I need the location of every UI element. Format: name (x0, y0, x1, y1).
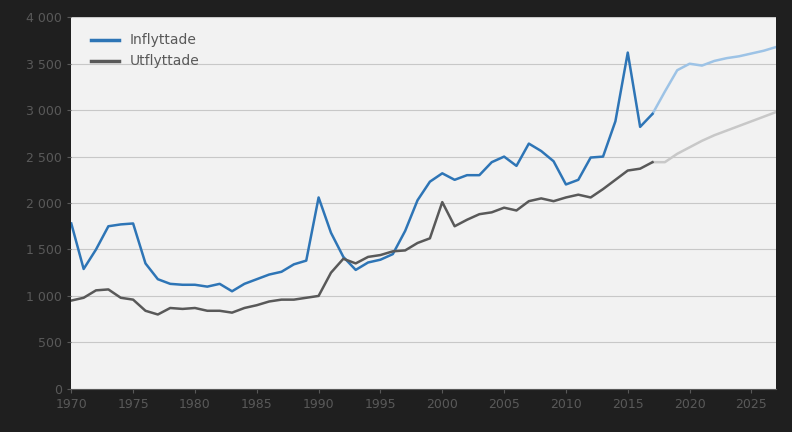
Utflyttade (91, 288, 101, 293)
Inflyttade (104, 224, 113, 229)
Utflyttade (401, 248, 410, 253)
Utflyttade (265, 299, 274, 304)
Utflyttade (128, 297, 138, 302)
Utflyttade (635, 166, 645, 171)
Utflyttade (450, 224, 459, 229)
Inflyttade (549, 159, 558, 164)
Legend: Inflyttade, Utflyttade: Inflyttade, Utflyttade (86, 28, 205, 74)
Inflyttade (79, 267, 89, 272)
Inflyttade (450, 177, 459, 182)
Inflyttade (623, 50, 633, 55)
Utflyttade (289, 297, 299, 302)
Inflyttade (128, 221, 138, 226)
Inflyttade (326, 230, 336, 235)
Utflyttade (326, 270, 336, 275)
Inflyttade (364, 260, 373, 265)
Utflyttade (166, 305, 175, 311)
Utflyttade (549, 199, 558, 204)
Utflyttade (524, 199, 534, 204)
Utflyttade (487, 210, 497, 215)
Inflyttade (425, 179, 435, 184)
Utflyttade (425, 236, 435, 241)
Utflyttade (240, 305, 249, 311)
Utflyttade (203, 308, 212, 313)
Utflyttade (302, 295, 311, 300)
Utflyttade (512, 208, 521, 213)
Utflyttade (562, 195, 571, 200)
Inflyttade (375, 257, 385, 262)
Line: Utflyttade: Utflyttade (71, 162, 653, 314)
Utflyttade (648, 159, 657, 165)
Utflyttade (437, 200, 447, 205)
Inflyttade (648, 111, 657, 117)
Utflyttade (536, 196, 546, 201)
Inflyttade (166, 281, 175, 286)
Utflyttade (116, 295, 125, 300)
Utflyttade (598, 187, 607, 192)
Inflyttade (203, 284, 212, 289)
Inflyttade (116, 222, 125, 227)
Utflyttade (474, 212, 484, 217)
Utflyttade (79, 295, 89, 300)
Utflyttade (375, 252, 385, 257)
Inflyttade (67, 221, 76, 226)
Inflyttade (586, 155, 596, 160)
Inflyttade (499, 154, 508, 159)
Inflyttade (401, 228, 410, 233)
Inflyttade (611, 119, 620, 124)
Line: Inflyttade: Inflyttade (71, 53, 653, 291)
Inflyttade (598, 154, 607, 159)
Inflyttade (512, 163, 521, 168)
Utflyttade (178, 306, 188, 311)
Inflyttade (153, 276, 162, 282)
Inflyttade (339, 254, 348, 260)
Utflyttade (463, 217, 472, 222)
Utflyttade (67, 298, 76, 303)
Inflyttade (474, 172, 484, 178)
Utflyttade (276, 297, 286, 302)
Inflyttade (302, 258, 311, 263)
Utflyttade (104, 287, 113, 292)
Utflyttade (499, 205, 508, 210)
Inflyttade (562, 182, 571, 187)
Utflyttade (623, 168, 633, 173)
Utflyttade (227, 310, 237, 315)
Inflyttade (487, 159, 497, 165)
Utflyttade (190, 305, 200, 311)
Inflyttade (437, 171, 447, 176)
Inflyttade (141, 261, 150, 266)
Utflyttade (215, 308, 224, 313)
Inflyttade (413, 198, 422, 203)
Inflyttade (351, 267, 360, 273)
Inflyttade (463, 172, 472, 178)
Utflyttade (413, 240, 422, 245)
Utflyttade (573, 192, 583, 197)
Inflyttade (227, 289, 237, 294)
Inflyttade (314, 195, 323, 200)
Inflyttade (91, 247, 101, 252)
Utflyttade (153, 312, 162, 317)
Utflyttade (252, 303, 261, 308)
Utflyttade (141, 308, 150, 313)
Inflyttade (252, 276, 261, 282)
Inflyttade (388, 251, 398, 257)
Inflyttade (215, 281, 224, 286)
Inflyttade (573, 177, 583, 182)
Inflyttade (276, 269, 286, 274)
Inflyttade (524, 141, 534, 146)
Inflyttade (240, 281, 249, 286)
Inflyttade (190, 282, 200, 287)
Utflyttade (314, 293, 323, 299)
Inflyttade (289, 262, 299, 267)
Inflyttade (635, 124, 645, 130)
Utflyttade (339, 256, 348, 261)
Utflyttade (586, 195, 596, 200)
Inflyttade (265, 272, 274, 277)
Utflyttade (388, 249, 398, 254)
Utflyttade (351, 261, 360, 266)
Utflyttade (364, 254, 373, 260)
Utflyttade (611, 177, 620, 182)
Inflyttade (178, 282, 188, 287)
Inflyttade (536, 149, 546, 154)
